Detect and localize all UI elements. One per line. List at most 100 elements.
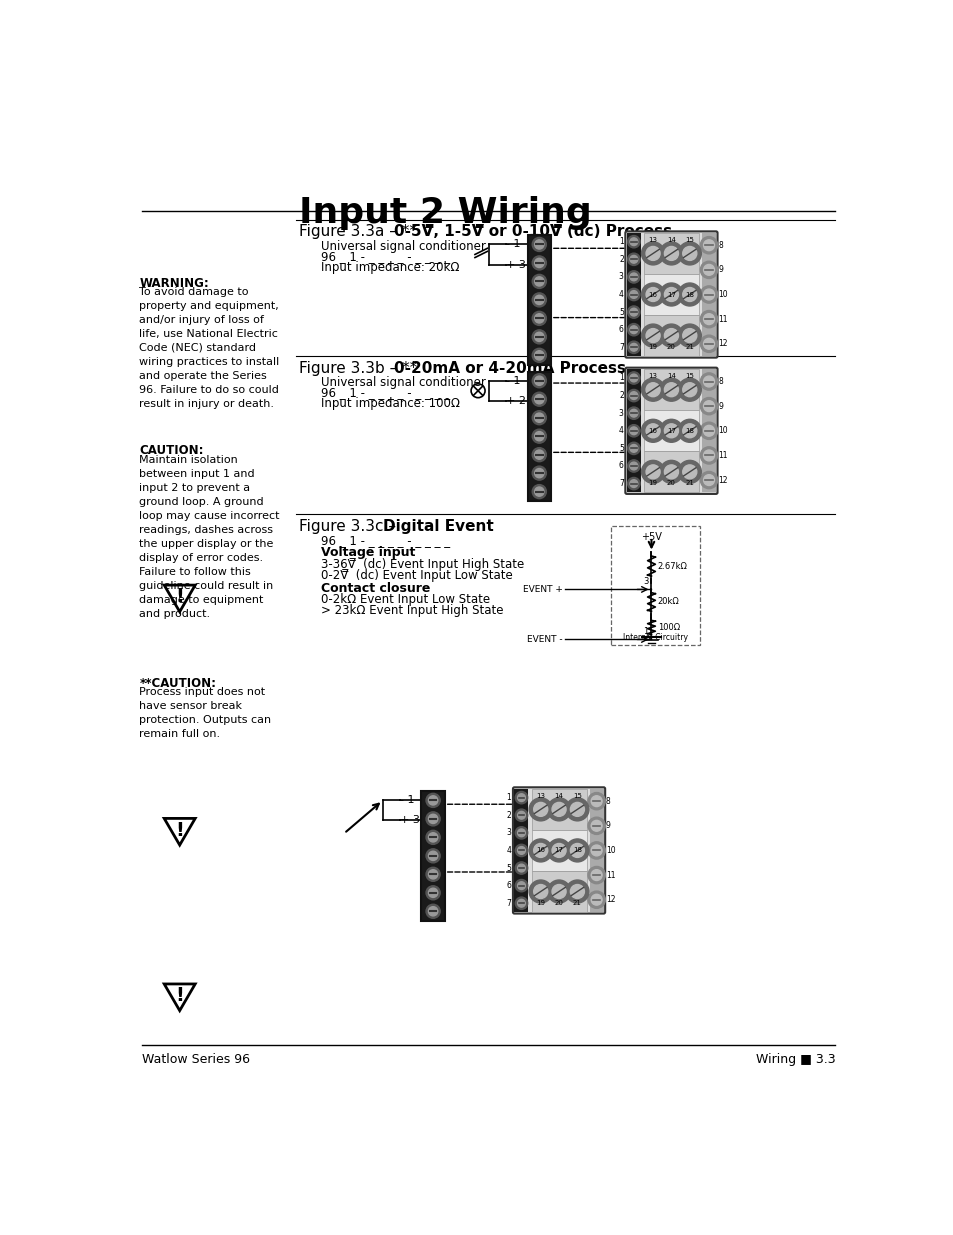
Text: 5: 5 [506, 863, 511, 873]
Circle shape [627, 372, 639, 384]
Circle shape [627, 389, 639, 401]
Circle shape [587, 818, 605, 835]
Text: WARNING:: WARNING: [139, 277, 209, 290]
Text: 9: 9 [718, 266, 722, 274]
Bar [643, 274, 699, 315]
Circle shape [645, 247, 659, 261]
Circle shape [428, 795, 437, 805]
Text: - 1: - 1 [505, 240, 520, 249]
Circle shape [629, 445, 637, 452]
Text: 6: 6 [506, 881, 511, 890]
Text: !: ! [175, 588, 184, 606]
Circle shape [515, 826, 527, 839]
Circle shape [640, 283, 664, 306]
Text: 11: 11 [718, 315, 727, 324]
Text: EVENT -: EVENT - [526, 635, 562, 643]
Text: 2: 2 [506, 810, 511, 820]
Circle shape [700, 262, 717, 278]
Circle shape [682, 424, 696, 437]
Circle shape [552, 803, 565, 816]
Circle shape [700, 422, 717, 440]
Circle shape [640, 420, 664, 442]
Circle shape [627, 478, 639, 490]
Circle shape [591, 894, 601, 905]
Text: 19: 19 [536, 900, 545, 906]
Text: Process input does not
have sensor break
protection. Outputs can
remain full on.: Process input does not have sensor break… [139, 687, 272, 740]
Circle shape [534, 314, 543, 324]
Circle shape [428, 888, 437, 898]
Text: 7: 7 [506, 899, 511, 908]
Circle shape [700, 398, 717, 415]
Bar [531, 830, 586, 871]
Text: 3: 3 [642, 577, 648, 585]
Circle shape [663, 288, 678, 301]
Text: 96 _ 1 - _ _ _ _ - _ _ _ _: 96 _ 1 - _ _ _ _ - _ _ _ _ [320, 534, 450, 547]
Circle shape [627, 270, 639, 283]
Text: 3-36V̿  (dc) Event Input High State: 3-36V̿ (dc) Event Input High State [320, 558, 523, 571]
Circle shape [426, 904, 439, 919]
Circle shape [702, 377, 714, 387]
Circle shape [426, 793, 439, 808]
Text: 15: 15 [684, 237, 694, 243]
Text: 4: 4 [618, 290, 623, 299]
Circle shape [587, 892, 605, 909]
Text: 19: 19 [648, 480, 657, 487]
Circle shape [629, 391, 637, 399]
Text: 6: 6 [618, 325, 623, 335]
Text: 16: 16 [648, 291, 657, 298]
Circle shape [659, 420, 682, 442]
Circle shape [570, 884, 584, 899]
Text: Universal signal conditioner: Universal signal conditioner [320, 377, 485, 389]
Circle shape [591, 869, 601, 881]
Text: 10: 10 [718, 426, 727, 435]
Circle shape [534, 332, 543, 341]
Circle shape [645, 383, 659, 396]
Circle shape [627, 236, 639, 248]
Text: 13: 13 [648, 237, 657, 243]
Circle shape [702, 240, 714, 251]
Circle shape [678, 420, 700, 442]
Circle shape [678, 378, 700, 401]
Circle shape [627, 341, 639, 353]
Circle shape [627, 459, 639, 472]
Text: 5: 5 [618, 308, 623, 316]
Text: 20kΩ: 20kΩ [657, 598, 679, 606]
Circle shape [700, 472, 717, 489]
Text: 1: 1 [506, 793, 511, 803]
Text: Internal Circuitry: Internal Circuitry [622, 632, 688, 642]
Circle shape [552, 884, 565, 899]
Circle shape [532, 374, 546, 388]
Bar [701, 369, 716, 493]
Text: 12: 12 [718, 340, 727, 348]
Text: + 2: + 2 [505, 395, 525, 406]
Text: **CAUTION:: **CAUTION: [139, 677, 216, 690]
Text: > 23kΩ Event Input High State: > 23kΩ Event Input High State [320, 604, 503, 618]
Circle shape [532, 330, 546, 343]
Text: 2.67kΩ: 2.67kΩ [657, 562, 687, 571]
Text: 14: 14 [666, 373, 675, 379]
Bar [527, 372, 550, 501]
Circle shape [534, 240, 543, 249]
Circle shape [640, 461, 664, 483]
Circle shape [682, 247, 696, 261]
Text: 17: 17 [666, 427, 676, 433]
Text: 18: 18 [684, 291, 694, 298]
Text: 11: 11 [605, 871, 615, 879]
Text: Contact closure: Contact closure [320, 582, 430, 595]
Circle shape [700, 373, 717, 390]
FancyBboxPatch shape [624, 368, 717, 494]
Text: 20: 20 [666, 480, 675, 487]
Circle shape [645, 329, 659, 342]
Circle shape [659, 461, 682, 483]
Circle shape [702, 338, 714, 350]
Circle shape [629, 479, 637, 488]
Circle shape [700, 310, 717, 327]
Circle shape [534, 295, 543, 305]
Circle shape [629, 326, 637, 333]
Text: 0-2V̿  (dc) Event Input Low State: 0-2V̿ (dc) Event Input Low State [320, 568, 512, 582]
Circle shape [700, 335, 717, 352]
FancyBboxPatch shape [513, 787, 604, 914]
Text: 19: 19 [648, 343, 657, 350]
Text: 96 _ 1 - _ _ _ _ - _ _ _ _: 96 _ 1 - _ _ _ _ - _ _ _ _ [320, 387, 450, 399]
Text: 2: 2 [618, 391, 623, 400]
